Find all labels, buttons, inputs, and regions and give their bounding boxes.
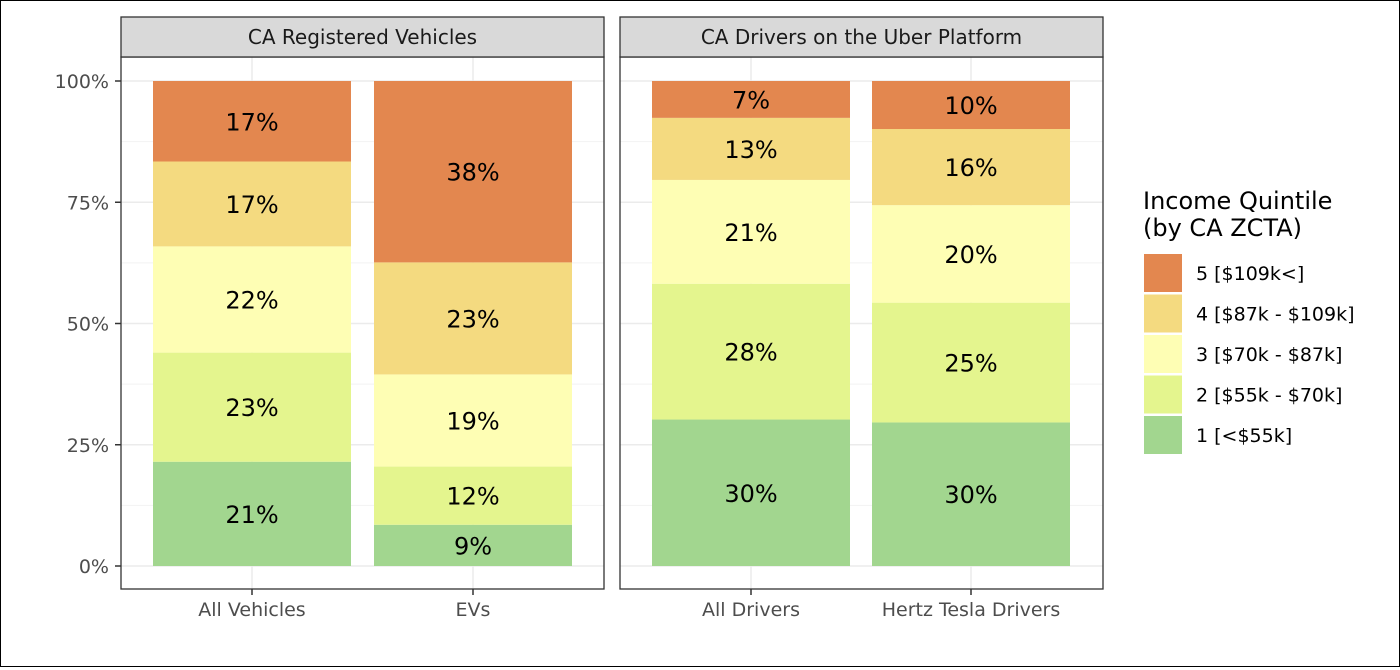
x-tick-label: EVs bbox=[456, 599, 491, 621]
bar-segment-label: 19% bbox=[446, 408, 499, 436]
bar-segment bbox=[153, 352, 351, 462]
legend-label: 4 [$87k - $109k] bbox=[1196, 304, 1355, 326]
bar-segment bbox=[872, 129, 1070, 206]
bar-segment bbox=[374, 81, 572, 263]
bar-segment bbox=[652, 81, 850, 118]
bar-segment-label: 7% bbox=[732, 86, 770, 114]
legend-label: 5 [$109k<] bbox=[1196, 263, 1304, 285]
bar-segment-label: 38% bbox=[446, 159, 499, 187]
bar-segment-label: 10% bbox=[944, 92, 997, 120]
bar-segment bbox=[374, 262, 572, 375]
x-tick-label: All Drivers bbox=[702, 599, 800, 621]
bar-segment-label: 28% bbox=[724, 339, 777, 367]
bar-segment bbox=[872, 81, 1070, 130]
bar-segment bbox=[153, 81, 351, 162]
legend-swatch bbox=[1144, 294, 1182, 333]
legend-label: 1 [<$55k] bbox=[1196, 425, 1292, 447]
bar-segment-label: 16% bbox=[944, 154, 997, 182]
y-tick-label: 25% bbox=[67, 435, 109, 457]
bar-segment bbox=[153, 161, 351, 247]
bar-segment-label: 23% bbox=[446, 305, 499, 333]
bar-segment bbox=[153, 461, 351, 566]
bar-segment-label: 17% bbox=[225, 108, 278, 136]
bar-segment bbox=[652, 419, 850, 566]
facet-strip-label: CA Drivers on the Uber Platform bbox=[701, 25, 1022, 49]
bar-segment bbox=[652, 117, 850, 180]
y-tick-label: 75% bbox=[67, 192, 109, 214]
x-tick-label: Hertz Tesla Drivers bbox=[882, 599, 1061, 621]
legend-swatch bbox=[1144, 335, 1182, 373]
bar-segment-label: 23% bbox=[225, 394, 278, 422]
bar-segment bbox=[153, 246, 351, 353]
facet-strip bbox=[619, 16, 1104, 58]
legend-swatch bbox=[1144, 416, 1182, 454]
x-tick-label: All Vehicles bbox=[198, 599, 305, 621]
bar-segment-label: 21% bbox=[724, 219, 777, 247]
bar-segment-label: 12% bbox=[446, 483, 499, 511]
bar-segment-label: 20% bbox=[944, 241, 997, 269]
bar-segment bbox=[872, 302, 1070, 423]
bar-segment bbox=[374, 374, 572, 467]
bar-segment bbox=[652, 179, 850, 284]
bar-segment-label: 21% bbox=[225, 501, 278, 529]
legend-title: Income Quintile bbox=[1143, 187, 1332, 215]
bar-segment bbox=[374, 524, 572, 566]
legend-label: 2 [$55k - $70k] bbox=[1196, 385, 1342, 407]
y-tick-label: 0% bbox=[79, 556, 109, 578]
legend-label: 3 [$70k - $87k] bbox=[1196, 344, 1342, 366]
y-tick-label: 100% bbox=[55, 71, 109, 93]
bar-segment-label: 22% bbox=[225, 286, 278, 314]
facet-strip bbox=[120, 16, 605, 58]
bar-segment bbox=[872, 422, 1070, 566]
bar-segment-label: 13% bbox=[724, 136, 777, 164]
legend-title: (by CA ZCTA) bbox=[1143, 214, 1302, 242]
bar-segment-label: 30% bbox=[944, 481, 997, 509]
bar-segment-label: 17% bbox=[225, 191, 278, 219]
legend-swatch bbox=[1144, 375, 1182, 414]
bar-segment-label: 25% bbox=[944, 350, 997, 378]
bar-segment-label: 30% bbox=[724, 480, 777, 508]
bar-segment bbox=[872, 205, 1070, 303]
legend-swatch bbox=[1144, 254, 1182, 292]
bar-segment bbox=[652, 283, 850, 420]
y-tick-label: 50% bbox=[67, 314, 109, 336]
bar-segment bbox=[374, 466, 572, 525]
bar-segment-label: 9% bbox=[454, 532, 492, 560]
facet-strip-label: CA Registered Vehicles bbox=[248, 25, 477, 49]
